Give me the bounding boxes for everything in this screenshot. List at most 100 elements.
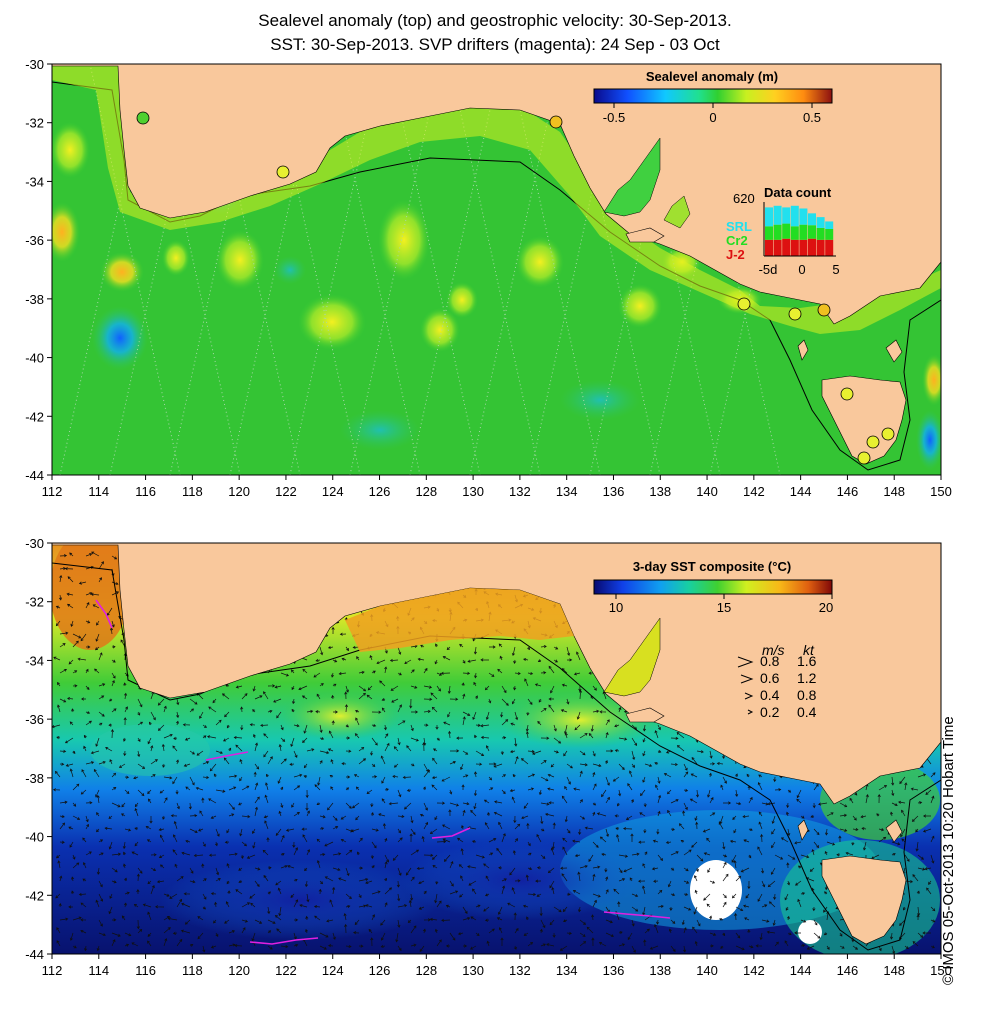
velocity-arrow: [638, 840, 646, 844]
velocity-arrow: [644, 763, 653, 768]
velocity-arrow: [695, 821, 699, 830]
velocity-arrow: [68, 905, 74, 909]
velocity-arrow: [670, 945, 676, 952]
velocity-arrow: [786, 862, 790, 869]
velocity-arrow: [708, 772, 712, 778]
velocity-arrow: [553, 750, 559, 754]
velocity-arrow: [64, 737, 74, 744]
velocity-arrow: [683, 771, 689, 778]
velocity-arrow: [291, 708, 295, 713]
velocity-arrow: [811, 848, 815, 856]
top-map-x-tick-label: 120: [228, 484, 250, 499]
velocity-arrow: [228, 786, 237, 791]
velocity-arrow: [133, 776, 139, 780]
data-count-bar-segment: [765, 207, 773, 227]
velocity-arrow: [98, 695, 105, 700]
velocity-arrow: [683, 763, 688, 771]
velocity-arrow: [202, 878, 207, 882]
velocity-arrow: [72, 684, 78, 688]
data-count-j2-label: J-2: [726, 247, 745, 262]
velocity-arrow: [514, 756, 519, 765]
velocity-arrow: [475, 695, 479, 700]
velocity-legend-kt-1: 1.2: [797, 670, 817, 686]
velocity-arrow: [332, 826, 339, 830]
velocity-arrow: [501, 789, 506, 795]
velocity-arrow: [891, 841, 901, 846]
velocity-arrow: [55, 605, 61, 609]
velocity-arrow: [316, 802, 321, 806]
velocity-arrow: [409, 833, 413, 843]
velocity-arrow: [592, 685, 597, 691]
velocity-arrow: [59, 822, 66, 830]
velocity-arrow: [592, 811, 596, 817]
velocity-arrow: [252, 685, 256, 692]
velocity-arrow: [604, 760, 608, 765]
velocity-arrow: [852, 827, 859, 832]
top-map-x-tick-label: 124: [322, 484, 344, 499]
velocity-arrow: [501, 685, 507, 694]
velocity-arrow: [494, 800, 503, 804]
bottom-map-x-tick-label: 140: [696, 963, 718, 978]
velocity-arrow: [332, 659, 338, 663]
top-map-x-tick-label: 126: [369, 484, 391, 499]
velocity-arrow: [900, 828, 906, 838]
sst-colorbar: 3-day SST composite (°C) 10 15 20: [593, 559, 833, 615]
top-map-x-tick-label: 114: [88, 484, 109, 499]
velocity-arrow: [564, 786, 568, 791]
velocity-arrow: [241, 919, 249, 923]
velocity-arrow: [410, 925, 417, 934]
velocity-arrow: [371, 828, 379, 832]
velocity-arrow: [238, 802, 243, 806]
data-count-bar-segment: [782, 238, 791, 256]
velocity-arrow: [332, 867, 341, 872]
velocity-arrow: [592, 899, 597, 908]
data-count-bar-segment: [765, 226, 773, 240]
velocity-arrow: [121, 802, 126, 808]
velocity-arrow: [228, 802, 235, 810]
velocity-arrow: [241, 693, 248, 700]
velocity-arrow: [787, 828, 791, 836]
velocity-arrow: [683, 849, 692, 856]
velocity-arrow: [584, 826, 594, 830]
velocity-arrow: [483, 799, 490, 804]
velocity-arrow: [175, 759, 180, 765]
velocity-arrow: [264, 820, 269, 830]
velocity-arrow: [371, 670, 376, 674]
velocity-arrow: [851, 841, 855, 846]
velocity-arrow: [134, 841, 139, 847]
velocity-arrow: [642, 776, 646, 783]
velocity-arrow: [599, 710, 607, 714]
velocity-arrow: [722, 893, 727, 899]
velocity-arrow: [484, 918, 490, 922]
velocity-arrow: [429, 917, 438, 921]
velocity-arrow: [59, 574, 63, 583]
velocity-arrow: [267, 906, 271, 915]
velocity-arrow: [410, 815, 414, 824]
velocity-arrow: [68, 659, 74, 665]
top-map-x-tick-label: 132: [509, 484, 531, 499]
velocity-arrow: [59, 554, 68, 558]
velocity-arrow: [122, 841, 126, 850]
velocity-arrow: [498, 821, 503, 830]
velocity-arrow: [111, 659, 116, 663]
velocity-arrow: [586, 926, 594, 934]
velocity-arrow: [397, 904, 408, 908]
velocity-arrow: [588, 854, 594, 862]
velocity-arrow: [605, 828, 610, 838]
velocity-arrow: [865, 794, 869, 804]
velocity-arrow: [54, 770, 61, 778]
velocity-legend-kt-0: 1.6: [797, 653, 817, 669]
velocity-arrow: [592, 873, 596, 882]
velocity-arrow: [381, 697, 386, 701]
velocity-arrow: [566, 892, 571, 896]
velocity-arrow: [498, 866, 503, 870]
velocity-arrow: [124, 706, 129, 713]
velocity-arrow: [384, 902, 388, 908]
velocity-arrow: [254, 695, 263, 700]
velocity-arrow: [421, 835, 425, 843]
velocity-arrow: [461, 825, 465, 830]
velocity-arrow: [709, 944, 714, 948]
velocity-arrow: [912, 874, 919, 882]
velocity-arrow: [69, 552, 74, 557]
velocity-arrow: [605, 796, 610, 804]
